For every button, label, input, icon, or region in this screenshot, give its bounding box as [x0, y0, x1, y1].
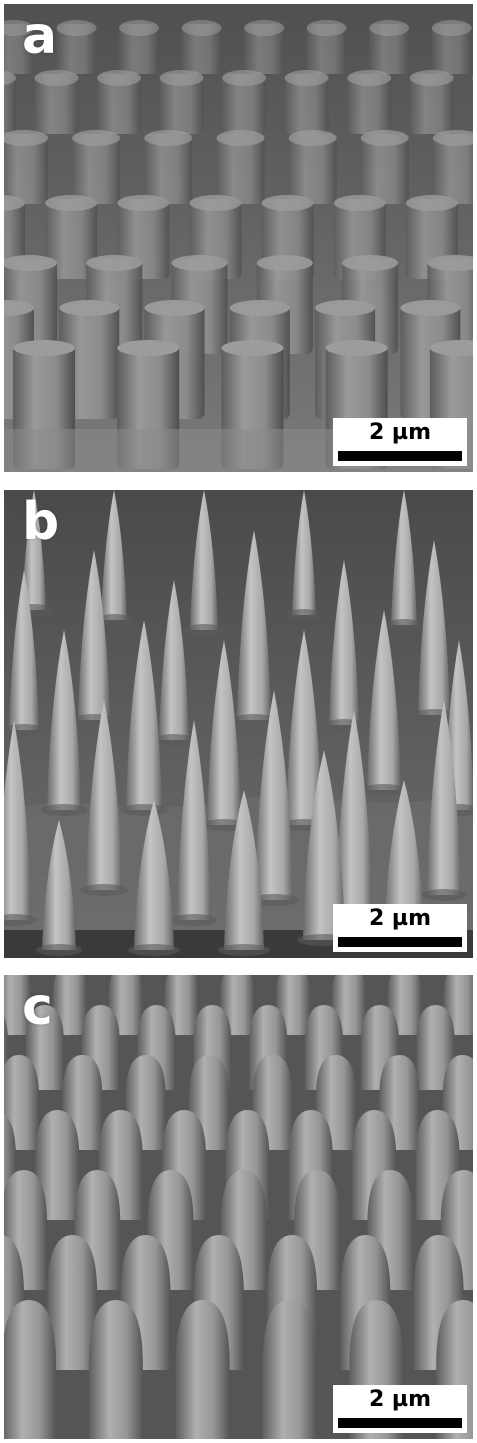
panel-label-c: c: [22, 977, 53, 1037]
scale-bar-line-a: [338, 451, 462, 461]
scale-bar-label-c: 2 µm: [368, 1387, 432, 1412]
scale-bar-a: 2 µm: [333, 418, 467, 466]
scale-bar-c: 2 µm: [333, 1385, 467, 1433]
panel-label-b: b: [22, 492, 60, 552]
panel-label-a: a: [22, 6, 58, 66]
scale-bar-b: 2 µm: [333, 904, 467, 952]
cone-array-image: [4, 490, 473, 958]
sem-panel-b: b 2 µm: [4, 490, 473, 958]
sem-panel-c: c 2 µm: [4, 975, 473, 1439]
bullet-cone-array-image: [4, 975, 473, 1439]
scale-bar-label-a: 2 µm: [368, 420, 432, 445]
scale-bar-line-c: [338, 1418, 462, 1428]
pillar-array-image: [4, 4, 473, 472]
scale-bar-label-b: 2 µm: [368, 906, 432, 931]
scale-bar-line-b: [338, 937, 462, 947]
sem-panel-a: a 2 µm: [4, 4, 473, 472]
